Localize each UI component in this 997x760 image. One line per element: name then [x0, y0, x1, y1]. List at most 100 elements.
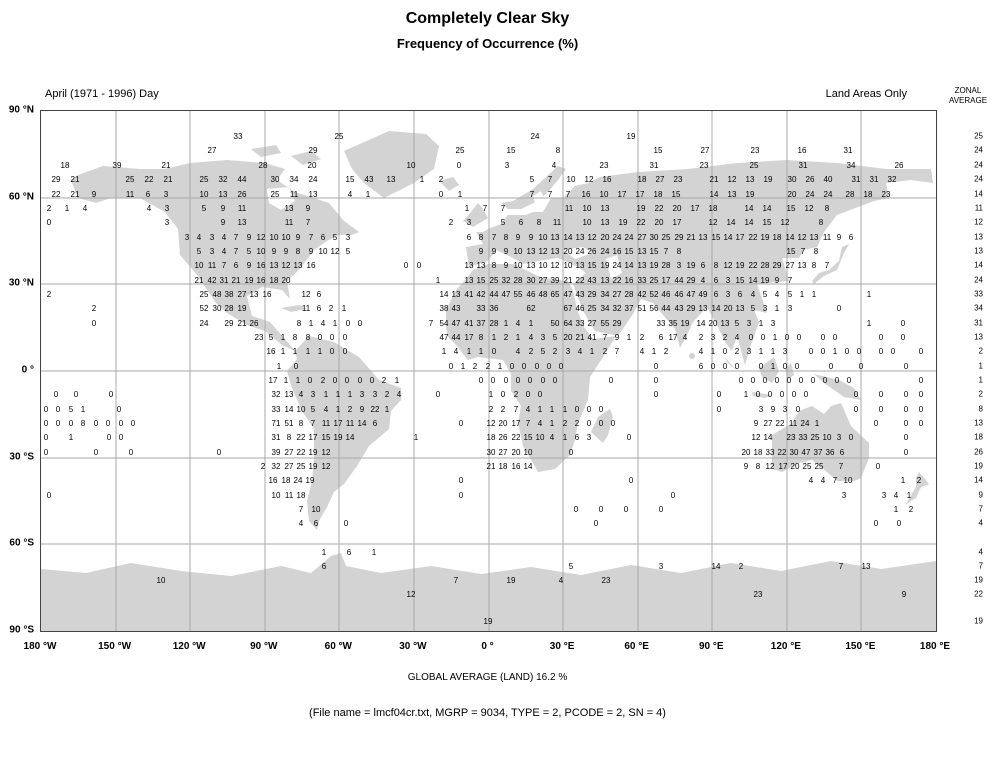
- grid-value: 2: [639, 333, 645, 342]
- grid-value: 4: [808, 476, 814, 485]
- grid-value: 9: [220, 218, 226, 227]
- grid-value: 13: [269, 261, 279, 270]
- continent-north-america: [71, 160, 359, 351]
- grid-value: 1: [900, 476, 906, 485]
- grid-value: 24: [308, 175, 318, 184]
- grid-value: 54: [439, 319, 449, 328]
- grid-value: 0: [46, 491, 52, 500]
- grid-value: 11: [207, 261, 217, 270]
- grid-value: 0: [918, 390, 924, 399]
- grid-value: 18: [296, 491, 306, 500]
- grid-value: 0: [490, 376, 496, 385]
- grid-value: 7: [298, 505, 304, 514]
- grid-value: 1: [347, 390, 353, 399]
- grid-value: 32: [612, 304, 622, 313]
- grid-value: 11: [237, 204, 247, 213]
- grid-value: 13: [698, 304, 708, 313]
- grid-value: 7: [529, 190, 535, 199]
- grid-value: 9: [91, 190, 97, 199]
- grid-value: 4: [221, 233, 227, 242]
- grid-value: 13: [809, 233, 819, 242]
- grid-value: 0: [598, 405, 604, 414]
- grid-value: 27: [207, 146, 217, 155]
- grid-value: 0: [608, 376, 614, 385]
- grid-value: 16: [266, 347, 276, 356]
- black-sea: [563, 247, 593, 259]
- grid-value: 15: [476, 276, 486, 285]
- zonal-average-value: 13: [974, 246, 983, 256]
- grid-value: 6: [848, 233, 854, 242]
- zonal-average-value: 4: [978, 518, 983, 528]
- grid-value: 1: [64, 204, 70, 213]
- grid-value: 16: [797, 146, 807, 155]
- grid-value: 9: [528, 233, 534, 242]
- grid-value: 43: [451, 304, 461, 313]
- coverage-caption: Land Areas Only: [825, 88, 907, 100]
- grid-value: 22: [511, 433, 521, 442]
- grid-value: 17: [511, 419, 521, 428]
- grid-value: 3: [841, 491, 847, 500]
- zonal-average-value: 24: [974, 160, 983, 170]
- grid-value: 20: [672, 204, 682, 213]
- grid-value: 13: [293, 261, 303, 270]
- grid-value: 0: [521, 362, 527, 371]
- grid-value: 4: [298, 519, 304, 528]
- lon-tick-label: 150 °E: [845, 641, 876, 652]
- grid-value: 32: [218, 175, 228, 184]
- grid-value: 2: [908, 505, 914, 514]
- grid-value: 21: [709, 175, 719, 184]
- grid-value: 37: [624, 304, 634, 313]
- grid-value: 1: [478, 347, 484, 356]
- grid-value: 9: [246, 261, 252, 270]
- grid-value: 4: [221, 247, 227, 256]
- grid-value: 34: [600, 304, 610, 313]
- grid-value: 22: [654, 204, 664, 213]
- file-info-label: (File name = lmcf04cr.txt, MGRP = 9034, …: [309, 707, 666, 719]
- grid-value: 46: [674, 290, 684, 299]
- grid-value: 0: [796, 333, 802, 342]
- grid-value: 3: [586, 433, 592, 442]
- grid-value: 0: [758, 362, 764, 371]
- island-cuba: [281, 305, 306, 312]
- grid-value: 25: [199, 175, 209, 184]
- grid-value: 3: [359, 390, 365, 399]
- grid-value: 2: [552, 347, 558, 356]
- grid-value: 26: [237, 190, 247, 199]
- grid-value: 0: [527, 376, 533, 385]
- grid-value: 21: [231, 276, 241, 285]
- grid-value: 11: [788, 419, 798, 428]
- grid-value: 34: [600, 290, 610, 299]
- grid-value: 42: [207, 276, 217, 285]
- grid-value: 13: [550, 233, 560, 242]
- zonal-average-header: ZONAL AVERAGE: [941, 86, 995, 106]
- grid-value: 3: [770, 319, 776, 328]
- grid-value: 0: [820, 333, 826, 342]
- grid-value: 6: [700, 261, 706, 270]
- lon-tick-label: 30 °W: [399, 641, 427, 652]
- zonal-header-line1: ZONAL: [954, 86, 982, 95]
- grid-value: 0: [878, 347, 884, 356]
- grid-value: 0: [628, 476, 634, 485]
- page-title: Completely Clear Sky: [405, 10, 570, 27]
- grid-value: 2: [574, 419, 580, 428]
- grid-value: 13: [600, 276, 610, 285]
- grid-value: 13: [637, 261, 647, 270]
- grid-value: 62: [526, 304, 536, 313]
- lat-tick-label: 30 °N: [8, 277, 34, 289]
- grid-value: 0: [491, 347, 497, 356]
- grid-value: 25: [455, 146, 465, 155]
- grid-value: 44: [674, 276, 684, 285]
- lat-tick-label: 90 °N: [8, 104, 34, 116]
- grid-value: 9: [503, 261, 509, 270]
- grid-value: 3: [209, 247, 215, 256]
- grid-value: 12: [584, 175, 594, 184]
- grid-value: 0: [623, 505, 629, 514]
- grid-value: 55: [513, 290, 523, 299]
- grid-value: 10: [563, 261, 573, 270]
- grid-value: 14: [563, 233, 573, 242]
- grid-value: 6: [698, 362, 704, 371]
- grid-value: 2: [438, 175, 444, 184]
- grid-value: 13: [735, 304, 745, 313]
- grid-value: 30: [270, 175, 280, 184]
- grid-value: 0: [598, 505, 604, 514]
